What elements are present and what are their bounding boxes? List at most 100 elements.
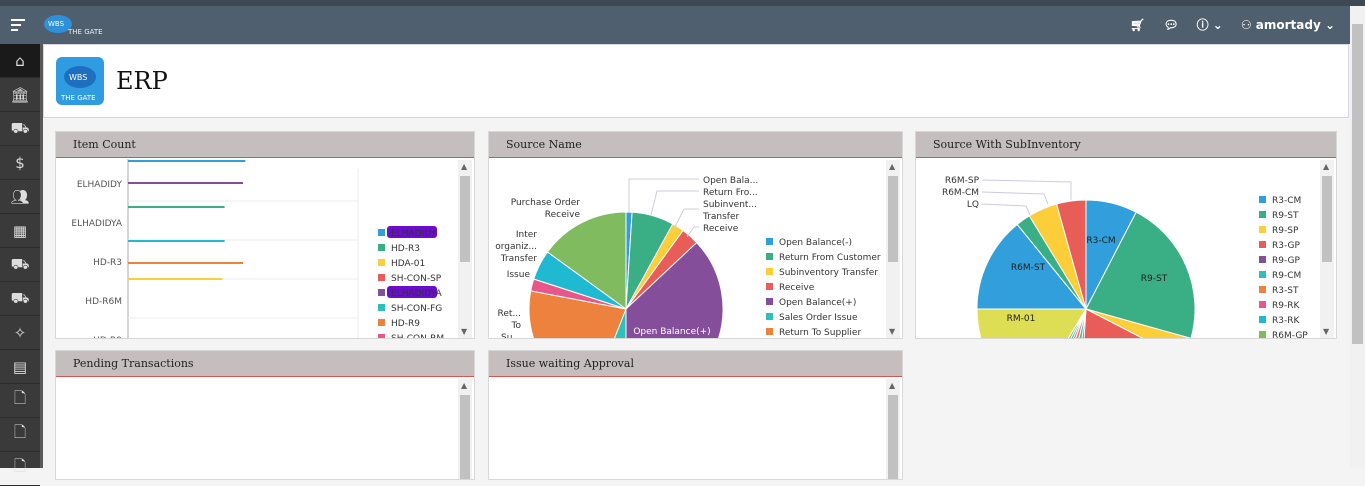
legend-label: HDA-01 — [391, 259, 425, 269]
legend-swatch — [1259, 316, 1266, 323]
panel-title: Issue waiting Approval — [489, 351, 902, 377]
panel-item-count: Item Count ELHADIDY ELHADIDYA HD-R3 HD-R6M H… — [55, 131, 475, 339]
outer-label: Receive — [545, 210, 581, 220]
legend-swatch — [1259, 301, 1266, 308]
svg-text:THE GATE: THE GATE — [67, 28, 103, 36]
pie-slice — [976, 223, 1088, 310]
legend-label: Open Balance(+) — [779, 298, 856, 308]
callout-label: Transfer — [702, 212, 739, 222]
tick-label: HD-R9 — [93, 336, 122, 339]
panel-issue-waiting-approval: Issue waiting Approval ▲ — [488, 350, 903, 480]
item-count-chart: ELHADIDY ELHADIDYA HD-R3 HD-R6M HD-R9 HDA-01 S… — [71, 159, 444, 339]
document-icon[interactable]: 🗋︎ — [0, 418, 40, 452]
scrollbar[interactable]: ▲ — [458, 379, 472, 479]
menu-icon[interactable] — [11, 19, 25, 34]
legend-label: SH-CON-SP — [391, 274, 442, 284]
svg-text:WBS: WBS — [69, 73, 87, 82]
scrollbar[interactable]: ▲ — [886, 379, 900, 479]
panel-title: Item Count — [56, 132, 474, 158]
scrollbar[interactable]: ▲ ▼ — [1320, 160, 1334, 338]
top-header: WBS THE GATE 🛒︎ 💬︎ ⓘ ⌄ ⚇ amortady ⌄ — [0, 6, 1350, 44]
leader-line — [673, 208, 699, 230]
legend-label: R3-ST — [1272, 286, 1299, 296]
callout-label: LQ — [967, 200, 979, 210]
leader-line — [628, 178, 699, 213]
legend-label: R9-GP — [1272, 256, 1301, 266]
basket-icon[interactable]: ⛟ — [0, 248, 40, 282]
source-name-chart: Open Balance(-) Return From Customer Subin… — [495, 176, 881, 338]
pie-slice — [546, 211, 627, 310]
bar — [128, 278, 223, 280]
table-search-icon[interactable]: ▤ — [0, 350, 40, 384]
app-title-region: WBS THE GATE ERP — [43, 44, 1349, 118]
legend-label: R3-GP — [1272, 241, 1301, 251]
callout-label: Subinvent... — [703, 200, 757, 210]
users-icon[interactable]: 👥︎ — [0, 180, 40, 214]
cart-icon[interactable]: ⛟ — [0, 282, 40, 316]
legend-label: R3-RK — [1272, 316, 1300, 326]
document-icon[interactable]: 🗋︎ — [0, 452, 40, 486]
callout-label: Return Fro... — [703, 188, 758, 198]
legend-swatch — [766, 283, 773, 290]
source-subinventory-chart: R3-CM R9-ST R9-SP R3-GP R9-GP R9-CM R3-ST R9-RK… — [942, 176, 1308, 338]
tick-label: HD-R6M — [85, 297, 122, 307]
legend-swatch — [1259, 241, 1266, 248]
highlight-mark — [387, 286, 437, 298]
legend-label: SH-CON-RM — [391, 334, 444, 339]
legend-swatch — [766, 238, 773, 245]
dollar-icon[interactable]: $ — [0, 146, 40, 180]
legend-label: HD-R9 — [391, 319, 420, 329]
tick-label: ELHADIDY — [77, 180, 123, 190]
pie-slice — [613, 308, 627, 338]
magic-wand-icon[interactable]: ✧ — [0, 316, 40, 350]
home-icon[interactable]: ⌂ — [0, 44, 40, 78]
panel-source-subinventory: Source With SubInventory R3-CM R9-ST R9-SP… — [915, 131, 1337, 339]
chat-icon[interactable]: 💬︎ — [1163, 17, 1179, 32]
scrollbar[interactable]: ▲ ▼ — [458, 160, 472, 338]
legend-swatch — [378, 229, 385, 236]
app-logo: WBS THE GATE — [56, 57, 104, 105]
pie-slice — [1055, 199, 1087, 310]
scrollbar[interactable]: ▲ ▼ — [886, 160, 900, 338]
panel-pending-transactions: Pending Transactions ▲ — [55, 350, 475, 480]
page-scrollbar[interactable] — [1350, 6, 1365, 468]
slice-label: R9-ST — [1141, 274, 1168, 284]
bank-icon[interactable]: 🏛︎ — [0, 78, 40, 112]
cart-check-icon[interactable]: ⛟ — [0, 112, 40, 146]
legend-label: Subinventory Transfer — [779, 268, 878, 278]
user-menu[interactable]: ⚇ amortady ⌄ — [1240, 17, 1335, 32]
highlight-mark — [387, 226, 437, 238]
legend-label: Sales Order Issue — [779, 313, 858, 323]
outer-label: Purchase Order — [511, 198, 581, 208]
legend-swatch — [1259, 211, 1266, 218]
cart-icon[interactable]: 🛒︎ — [1130, 17, 1146, 32]
slice-label: R6M-ST — [1011, 263, 1046, 273]
legend-swatch — [766, 313, 773, 320]
legend-swatch — [378, 244, 385, 251]
leader-line — [981, 203, 1031, 216]
document-icon[interactable]: 🗋︎ — [0, 384, 40, 418]
legend-swatch — [1259, 286, 1266, 293]
username: amortady — [1255, 17, 1321, 32]
legend-swatch — [1259, 331, 1266, 338]
legend-swatch — [378, 319, 385, 326]
help-icon[interactable]: ⓘ ⌄ — [1196, 18, 1223, 32]
calculator-icon[interactable]: ▦ — [0, 214, 40, 248]
pie-slice — [528, 290, 627, 338]
pie-slice — [976, 308, 1087, 338]
legend-swatch — [1259, 256, 1266, 263]
bar — [128, 160, 246, 162]
svg-text:WBS: WBS — [48, 20, 65, 28]
legend-label: Return To Supplier — [779, 328, 861, 338]
bar — [128, 240, 225, 242]
legend-swatch — [378, 259, 385, 266]
legend-swatch — [766, 328, 773, 335]
tick-label: ELHADIDYA — [71, 219, 122, 229]
legend-label: R9-CM — [1272, 271, 1301, 281]
bar — [128, 262, 243, 264]
leader-line — [981, 179, 1072, 200]
legend-swatch — [1259, 271, 1266, 278]
user-icon: ⚇ — [1240, 17, 1256, 32]
callout-label: Receive — [703, 224, 739, 234]
